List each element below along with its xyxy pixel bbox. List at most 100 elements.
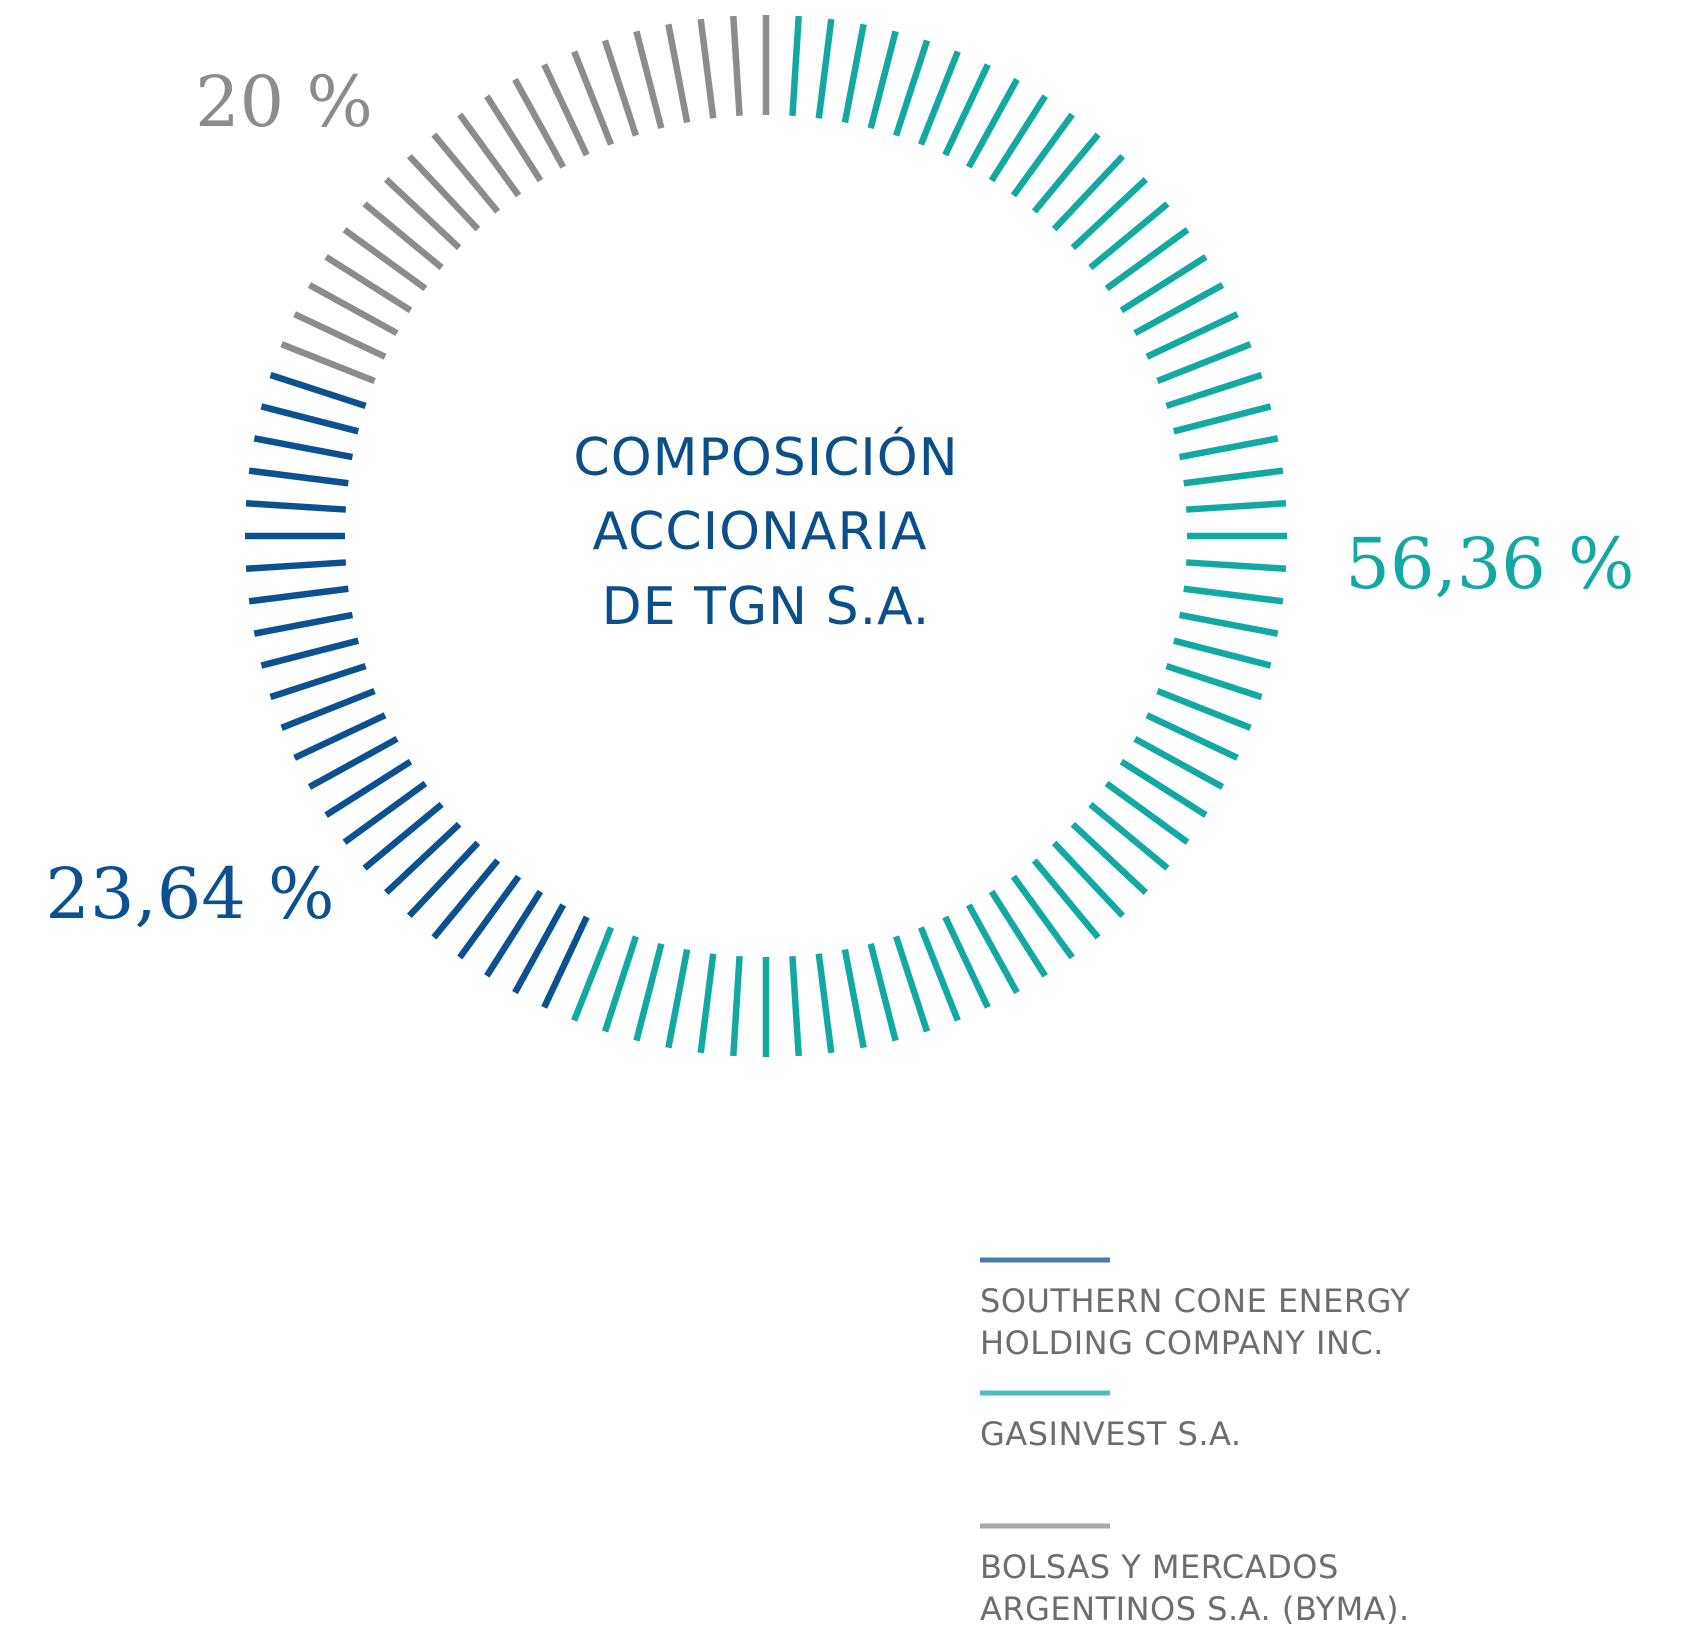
ring-tick (280, 687, 376, 731)
ring-tick (1070, 821, 1149, 896)
ring-tick (942, 63, 991, 157)
ring-tick (1119, 254, 1208, 314)
legend-label: GASINVEST S.A. (980, 1415, 1242, 1453)
ring-tick (1145, 712, 1239, 761)
ring-tick (1051, 840, 1126, 919)
ring-tick (988, 889, 1048, 978)
ring-tick (730, 15, 743, 117)
ring-tick (245, 500, 347, 513)
ring-tick (260, 637, 360, 669)
ring-tick (1104, 227, 1190, 292)
ring-tick (665, 23, 691, 124)
ring-tick (1119, 758, 1208, 818)
ring-tick (1183, 467, 1284, 487)
ring-tick (893, 39, 931, 137)
ring-tick (245, 559, 347, 572)
ring-tick (867, 942, 899, 1042)
ring-tick (1104, 780, 1190, 845)
ring-tick (541, 63, 590, 157)
ring-tick (324, 254, 413, 314)
ring-tick (484, 94, 544, 183)
value-label: 23,64 % (45, 853, 334, 935)
ring-tick (383, 821, 462, 896)
ring-tick (457, 874, 522, 960)
ring-tick (484, 889, 544, 978)
ring-tick (431, 858, 501, 940)
ring-tick (269, 663, 367, 701)
ring-tick (789, 15, 802, 117)
ring-tick (307, 735, 399, 790)
ring-tick (815, 953, 835, 1054)
ring-tick (293, 712, 387, 761)
ring-tick (342, 780, 428, 845)
ring-tick (248, 467, 349, 487)
ring-tick (1145, 311, 1239, 360)
ring-tick (571, 50, 615, 146)
ring-tick (730, 955, 743, 1057)
ring-tick (1178, 435, 1279, 461)
ring-tick (1010, 112, 1075, 198)
ring-tick (1185, 559, 1287, 572)
chart-title: DE TGN S.A. (602, 577, 931, 637)
ring-tick (1051, 153, 1126, 232)
ring-tick (841, 948, 867, 1049)
ring-tick (1010, 874, 1075, 960)
ring-tick (307, 282, 399, 337)
ring-tick (1133, 282, 1225, 337)
ring-tick (633, 942, 665, 1042)
ring-tick (253, 435, 354, 461)
ring-tick (1165, 371, 1263, 409)
ring-tick (253, 611, 354, 637)
ring-tick (362, 201, 444, 271)
ring-tick (260, 403, 360, 435)
legend-label: SOUTHERN CONE ENERGY HOLDING COMPANY INC… (980, 1282, 1411, 1362)
ring-tick (665, 948, 691, 1049)
ring-tick (1156, 341, 1252, 385)
ring-tick (1156, 687, 1252, 731)
ring-tick (1185, 500, 1287, 513)
ring-tick (601, 39, 639, 137)
ring-tick (601, 935, 639, 1033)
ring-tick (541, 915, 590, 1009)
ring-tick (1172, 403, 1272, 435)
ring-tick (1031, 132, 1101, 214)
ring-tick (965, 903, 1020, 995)
ring-tick (1183, 585, 1284, 605)
legend-label: BOLSAS Y MERCADOS ARGENTINOS S.A. (BYMA)… (980, 1548, 1410, 1628)
ring-tick (1088, 801, 1170, 871)
ring-tick (512, 903, 567, 995)
ring-tick (988, 94, 1048, 183)
ring-tick (457, 112, 522, 198)
ring-tick (1178, 611, 1279, 637)
value-label: 56,36 % (1345, 523, 1634, 605)
ring-tick (697, 953, 717, 1054)
ring-tick (406, 153, 481, 232)
ring-tick (789, 955, 802, 1057)
ring-tick (280, 341, 376, 385)
ring-tick (893, 935, 931, 1033)
ring-tick (917, 50, 961, 146)
ring-tick (512, 77, 567, 169)
ring-tick (362, 801, 444, 871)
chart-title: COMPOSICIÓN (573, 426, 958, 488)
ring-tick (1133, 735, 1225, 790)
ring-tick (633, 30, 665, 130)
ring-tick (383, 176, 462, 251)
ring-tick (431, 132, 501, 214)
ring-tick (917, 926, 961, 1022)
ring-tick (965, 77, 1020, 169)
ring-tick (815, 18, 835, 119)
ring-tick (571, 926, 615, 1022)
ring-tick (324, 758, 413, 818)
ring-tick (1088, 201, 1170, 271)
ring-tick (248, 585, 349, 605)
ring-tick (1031, 858, 1101, 940)
ring-tick (293, 311, 387, 360)
ring-tick (841, 23, 867, 124)
ring-tick (406, 840, 481, 919)
ring-tick (1172, 637, 1272, 669)
ring-tick (1070, 176, 1149, 251)
value-label: 20 % (195, 61, 373, 143)
